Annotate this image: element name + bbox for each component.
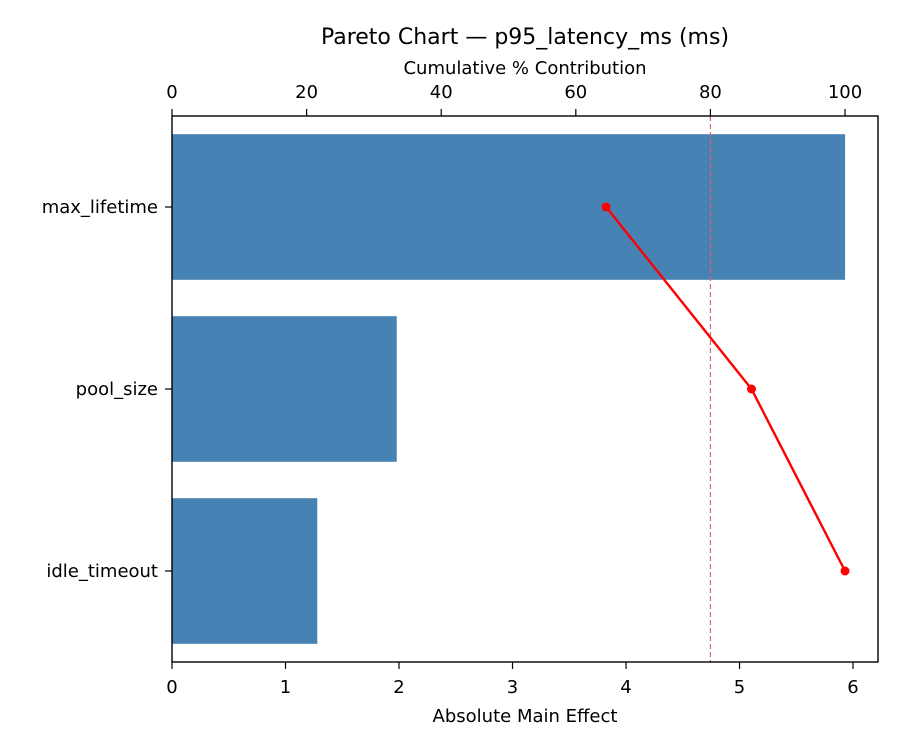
y-tick-label-max_lifetime: max_lifetime [42,197,158,218]
top-tick-label: 60 [564,82,587,103]
cumulative-point-max_lifetime [601,202,611,212]
cumulative-point-idle_timeout [840,566,850,576]
chart-title: Pareto Chart — p95_latency_ms (ms) [321,25,729,50]
bottom-tick-label: 0 [166,677,177,698]
top-tick-label: 40 [430,82,453,103]
bars-layer [172,134,846,644]
y-tick-label-idle_timeout: idle_timeout [46,561,158,582]
bottom-tick-label: 2 [393,677,404,698]
bottom-tick-label: 3 [507,677,518,698]
bottom-tick-label: 5 [734,677,745,698]
bar-max_lifetime [172,134,846,280]
bottom-tick-label: 1 [280,677,291,698]
ticks-layer: 0 1 2 3 4 5 60 20 40 60 80 100max_lifetimepool_size… [42,82,862,698]
top-tick-label: 80 [699,82,722,103]
cumulative-point-pool_size [746,384,756,394]
bottom-tick-label: 4 [620,677,631,698]
top-tick-label: 0 [166,82,177,103]
bottom-tick-label: 6 [847,677,858,698]
bar-pool_size [172,316,397,462]
top-tick-label: 20 [295,82,318,103]
top-tick-label: 100 [828,82,862,103]
cumulative-layer [601,202,850,576]
top-axis-label: Cumulative % Contribution [403,58,646,79]
bar-idle_timeout [172,498,318,644]
bottom-axis-label: Absolute Main Effect [433,706,618,727]
y-tick-label-pool_size: pool_size [76,379,158,400]
